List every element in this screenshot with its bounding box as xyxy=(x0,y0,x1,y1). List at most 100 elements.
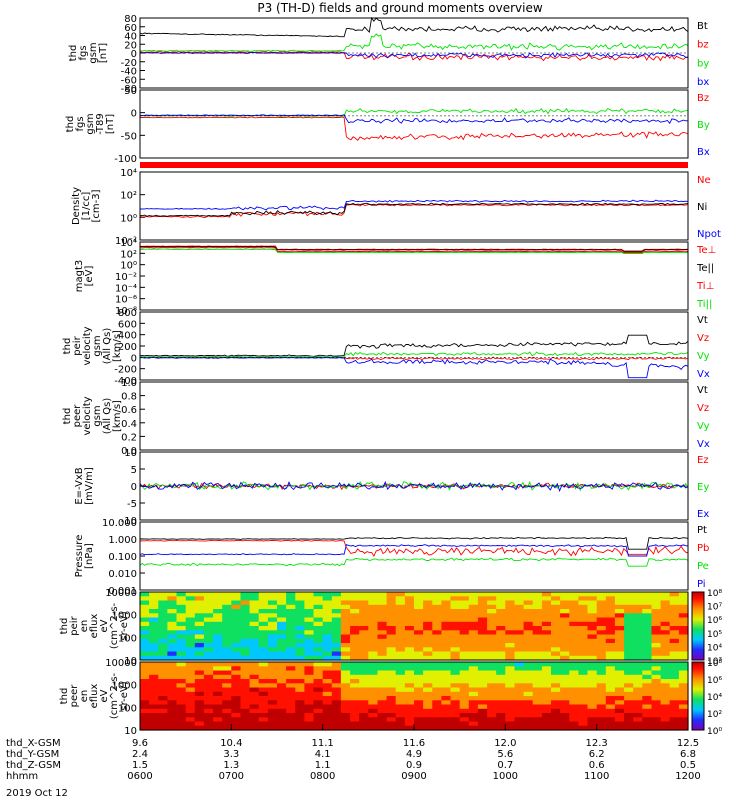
heatmap-cell xyxy=(149,643,159,648)
heatmap-cell xyxy=(395,670,406,676)
heatmap-cell xyxy=(158,691,168,697)
heatmap-cell xyxy=(505,713,515,718)
heatmap-cell xyxy=(231,683,241,689)
heatmap-cell xyxy=(222,666,232,672)
heatmap-cell xyxy=(651,683,662,689)
panel-ylabel: magt3 xyxy=(74,260,85,293)
heatmap-cell xyxy=(669,621,680,627)
heatmap-cell xyxy=(596,647,607,653)
heatmap-cell xyxy=(487,696,497,701)
series-line-Pi xyxy=(139,544,689,557)
heatmap-cell xyxy=(633,679,643,684)
heatmap-cell xyxy=(176,662,187,667)
heatmap-cell xyxy=(487,708,497,714)
heatmap-cell xyxy=(633,638,643,644)
heatmap-cell xyxy=(496,647,506,653)
heatmap-cell xyxy=(596,613,607,619)
heatmap-cell xyxy=(414,621,424,627)
time-row-value: 0900 xyxy=(401,771,426,782)
heatmap-cell xyxy=(487,626,497,631)
heatmap-cell xyxy=(368,721,378,727)
panel-1: thd fgs gsm [nT]806040200-20-40-60-80Btbzby… xyxy=(68,14,709,95)
heatmap-cell xyxy=(331,647,342,653)
heatmap-cell xyxy=(633,655,643,661)
heatmap-cell xyxy=(459,638,470,644)
heatmap-cell xyxy=(523,647,534,653)
heatmap-cell xyxy=(258,666,269,672)
y-tick-label: -40 xyxy=(121,67,137,78)
heatmap-cell xyxy=(158,700,168,706)
heatmap-cell xyxy=(432,708,442,714)
legend-label: Vz xyxy=(697,333,709,344)
heatmap-cell xyxy=(633,634,643,640)
heatmap-cell xyxy=(441,634,452,640)
heatmap-cell xyxy=(350,679,360,684)
heatmap-cell xyxy=(140,713,150,718)
heatmap-cell xyxy=(158,687,168,693)
heatmap-cell xyxy=(569,643,579,648)
heatmap-cell xyxy=(651,592,662,597)
heatmap-cell xyxy=(505,674,515,680)
heatmap-cell xyxy=(322,630,333,636)
heatmap-cell xyxy=(185,713,196,718)
heatmap-cell xyxy=(176,630,187,636)
heatmap-cell xyxy=(331,691,342,697)
heatmap-cell xyxy=(158,613,168,619)
heatmap-cell xyxy=(167,708,178,714)
heatmap-cell xyxy=(669,617,680,623)
heatmap-cell xyxy=(477,621,488,627)
y-tick-label: 0.001 xyxy=(108,586,137,597)
heatmap-cell xyxy=(441,725,452,731)
heatmap-cell xyxy=(560,666,570,672)
heatmap-cell xyxy=(578,592,589,597)
heatmap-cell xyxy=(185,621,196,627)
heatmap-cell xyxy=(633,721,643,727)
heatmap-cell xyxy=(194,721,205,727)
heatmap-cell xyxy=(514,634,525,640)
heatmap-cell xyxy=(176,679,187,684)
y-tick-label: 0.010 xyxy=(108,569,137,580)
heatmap-cell xyxy=(414,691,424,697)
heatmap-cell xyxy=(669,643,680,648)
series-line-Bx xyxy=(140,114,688,125)
heatmap-cell xyxy=(541,621,552,627)
heatmap-cell xyxy=(176,683,187,689)
heatmap-cell xyxy=(240,634,251,640)
heatmap-cell xyxy=(614,643,625,648)
heatmap-cell xyxy=(432,679,442,684)
heatmap-cell xyxy=(660,600,671,606)
heatmap-cell xyxy=(158,634,168,640)
heatmap-cell xyxy=(286,674,296,680)
heatmap-cell xyxy=(185,687,196,693)
heatmap-cell xyxy=(258,700,269,706)
heatmap-cell xyxy=(167,609,178,614)
heatmap-cell xyxy=(340,691,351,697)
heatmap-cell xyxy=(441,617,452,623)
heatmap-cell xyxy=(203,662,214,667)
heatmap-cell xyxy=(249,638,260,644)
heatmap-cell xyxy=(158,617,168,623)
heatmap-cell xyxy=(614,592,625,597)
heatmap-cell xyxy=(414,638,424,644)
heatmap-cell xyxy=(432,700,442,706)
heatmap-cell xyxy=(404,725,415,731)
heatmap-cell xyxy=(386,609,397,614)
legend-label: Ni xyxy=(697,202,707,213)
heatmap-cell xyxy=(304,621,315,627)
heatmap-cell xyxy=(468,721,479,727)
heatmap-cell xyxy=(560,600,570,606)
heatmap-cell xyxy=(304,643,315,648)
heatmap-cell xyxy=(313,670,324,676)
heatmap-cell xyxy=(158,600,168,606)
heatmap-cell xyxy=(359,609,369,614)
heatmap-cell xyxy=(395,613,406,619)
heatmap-cell xyxy=(404,621,415,627)
heatmap-cell xyxy=(340,670,351,676)
heatmap-cell xyxy=(441,592,452,597)
heatmap-cell xyxy=(359,713,369,718)
heatmap-cell xyxy=(313,634,324,640)
heatmap-cell xyxy=(523,613,534,619)
heatmap-cell xyxy=(468,717,479,723)
heatmap-cell xyxy=(240,651,251,657)
heatmap-cell xyxy=(532,617,543,623)
